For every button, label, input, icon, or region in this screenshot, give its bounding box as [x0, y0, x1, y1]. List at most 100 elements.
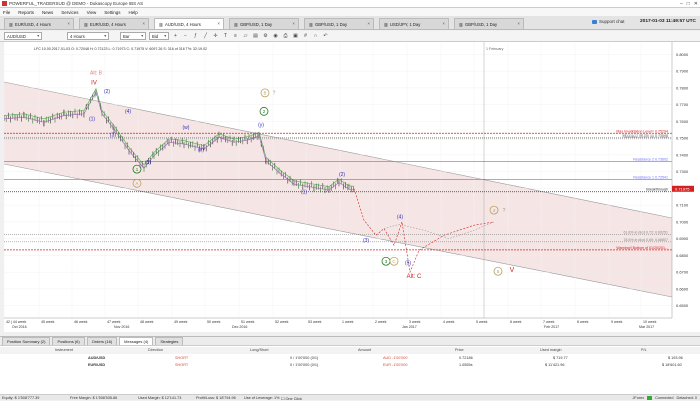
warning-bottom-label: Warning!! Bottom of 01/20/201... [616, 246, 668, 250]
one-click-label: One Click [285, 397, 302, 401]
lock-icon[interactable]: ▣ [293, 33, 298, 39]
x-tick-label: 50 week [207, 320, 221, 324]
x-date-label: Dec 2016 [232, 325, 247, 329]
close-icon[interactable]: ✕ [693, 1, 698, 7]
detached-count: Detached: 0 [676, 396, 697, 400]
print-icon[interactable]: ⎙ [283, 33, 288, 39]
wave-label-question-1: ? [273, 91, 276, 97]
price-chart[interactable]: 1 February Max Invalidation Level= 0.752… [4, 42, 700, 332]
period-select[interactable]: 4 Hours ▼ [67, 32, 109, 40]
table-row[interactable]: EUR/USD SHORT 0 / 1'00'000 (0/1) EUR -1'… [0, 362, 700, 368]
zoom-in-icon[interactable]: + [174, 33, 177, 39]
menu-news[interactable]: News [42, 9, 54, 15]
draw-line-icon[interactable]: ╱ [203, 33, 207, 39]
close-tab-icon[interactable]: × [142, 21, 145, 26]
template-icon[interactable]: ▤ [253, 33, 258, 39]
chart-tab-bar: ▥ EUR/USD, 4 Hours × ▥ EUR/USD, 4 Hours × ▥ A… [0, 16, 700, 30]
offer-side-select[interactable]: Bid ▼ [149, 32, 169, 40]
chart-type-select[interactable]: Bar ▼ [120, 32, 146, 40]
minimize-icon[interactable]: – [679, 1, 683, 7]
tab-orders[interactable]: Orders (16) [86, 337, 118, 345]
crosshair-icon[interactable]: ✛ [213, 33, 218, 39]
support-chat-button[interactable]: Support chat [592, 19, 625, 24]
tab-audusd-4h[interactable]: ▥ AUD/USD, 4 Hours × [154, 18, 224, 29]
wave-label-circle-4-circle [489, 205, 499, 215]
row-amount: AUD -1'00'000 [383, 356, 408, 360]
connection-status-icon [647, 396, 653, 400]
instrument-select[interactable]: AUD/USD ▼ [4, 32, 42, 40]
row-price: 1.0555s [459, 363, 473, 367]
x-tick-label: 51 week [241, 320, 255, 324]
col-used-margin[interactable]: Used margin [540, 348, 562, 352]
indicator-icon[interactable]: ƒ [194, 33, 197, 39]
tab-eurusd-4h-1[interactable]: ▥ EUR/USD, 4 Hours × [4, 18, 74, 29]
col-pl[interactable]: P/L [641, 348, 647, 352]
wave-label-3b: (3) [363, 238, 369, 244]
wave-label-alt-c: Alt: C [407, 274, 422, 280]
tab-messages[interactable]: Messages (4) [119, 337, 154, 345]
tab-gbpusd-1d-1[interactable]: ▥ GBP/USD, 1 Day × [229, 18, 299, 29]
y-tick-label: 0.7700 [676, 102, 689, 107]
chevron-down-icon: ▼ [140, 34, 144, 38]
chart-tab-icon: ▥ [84, 21, 88, 27]
wave-label-5: (5) [145, 160, 151, 166]
col-instrument[interactable]: Instrument [55, 348, 73, 352]
use-of-leverage-value: Use of Leverage: 1% [244, 396, 280, 400]
tab-usdjpy-1d[interactable]: ▥ USD/JPY, 1 Day × [379, 18, 449, 29]
tab-strategies[interactable]: Strategies [155, 337, 184, 345]
panel-tabs: Position Summary (2) Positions (6) Order… [0, 337, 700, 346]
channel-tool-icon[interactable]: ▱ [243, 33, 248, 39]
price-chart-area[interactable]: 1 February Max Invalidation Level= 0.752… [4, 42, 700, 332]
y-tick-label: 0.7500 [676, 136, 689, 141]
col-price[interactable]: Price [455, 348, 464, 352]
free-margin-value: Free Margin: $ 1'508'535.86 [70, 396, 118, 400]
wave-label-circle-3: 3 [385, 259, 388, 264]
chart-tab-icon: ▥ [309, 21, 313, 27]
col-direction[interactable]: Direction [148, 348, 163, 352]
wave-label-4: (4) [125, 109, 131, 115]
col-longshort[interactable]: Long/Short [250, 348, 269, 352]
close-tab-icon[interactable]: × [442, 21, 445, 26]
tab-position-summary[interactable]: Position Summary (2) [2, 337, 51, 345]
menu-services[interactable]: Services [61, 9, 79, 15]
tab-positions[interactable]: Positions (6) [52, 337, 85, 345]
profit-loss-value: Profit/Loss: $ 18'794.96 [196, 396, 236, 400]
fib-236-label: Fibonacci 23.6% on 0.74959 [622, 135, 668, 139]
zoom-out-icon[interactable]: − [184, 33, 187, 39]
resistance-2-label: Resistance 2 0.73602 [633, 158, 668, 162]
menu-file[interactable]: File [3, 9, 11, 15]
menu-help[interactable]: Help [128, 9, 138, 15]
tab-eurusd-4h-2[interactable]: ▥ EUR/USD, 4 Hours × [79, 18, 149, 29]
y-tick-label: 0.7800 [676, 85, 689, 90]
time-axis [4, 318, 672, 332]
breakthrough-label: Breakthrough [646, 188, 668, 192]
close-tab-icon[interactable]: × [292, 21, 295, 26]
tab-gbpusd-1d-2[interactable]: ▥ GBP/USD, 1 Day × [304, 18, 374, 29]
grid-icon[interactable]: # [304, 33, 307, 39]
close-tab-icon[interactable]: × [217, 21, 220, 26]
close-tab-icon[interactable]: × [517, 21, 520, 26]
menu-view[interactable]: View [86, 9, 97, 15]
one-click-toggle[interactable]: ☐ One Click [281, 396, 302, 401]
close-tab-icon[interactable]: × [67, 21, 70, 26]
camera-icon[interactable]: ◉ [273, 33, 278, 39]
fibonacci-icon[interactable]: ≡ [234, 33, 237, 39]
wave-label-circle-5: 5 [497, 269, 500, 274]
table-row[interactable]: AUD/USD SHORT 0 / 1'00'000 (0/1) AUD -1'… [0, 355, 700, 361]
undo-icon[interactable]: ↶ [323, 33, 328, 39]
col-amount[interactable]: Amount [358, 348, 372, 352]
moving-average-green [4, 87, 355, 188]
tab-gbpusd-1d-3[interactable]: ▥ GBP/USD, 1 Day × [454, 18, 524, 29]
close-tab-icon[interactable]: × [367, 21, 370, 26]
maximize-icon[interactable]: □ [686, 1, 690, 7]
row-used-margin: $ 719.77 [553, 356, 568, 360]
menu-reports[interactable]: Reports [18, 9, 35, 15]
chart-tab-icon: ▥ [159, 21, 163, 27]
settings-icon[interactable]: ⚙ [263, 33, 268, 39]
magnet-icon[interactable]: ∩ [313, 33, 318, 39]
chat-icon [592, 19, 597, 24]
wave-label-circle-1: 1 [136, 167, 139, 172]
menu-settings[interactable]: Settings [104, 9, 121, 15]
wave-label-2b: (2) [339, 172, 345, 178]
text-tool-icon[interactable]: T [223, 33, 228, 39]
